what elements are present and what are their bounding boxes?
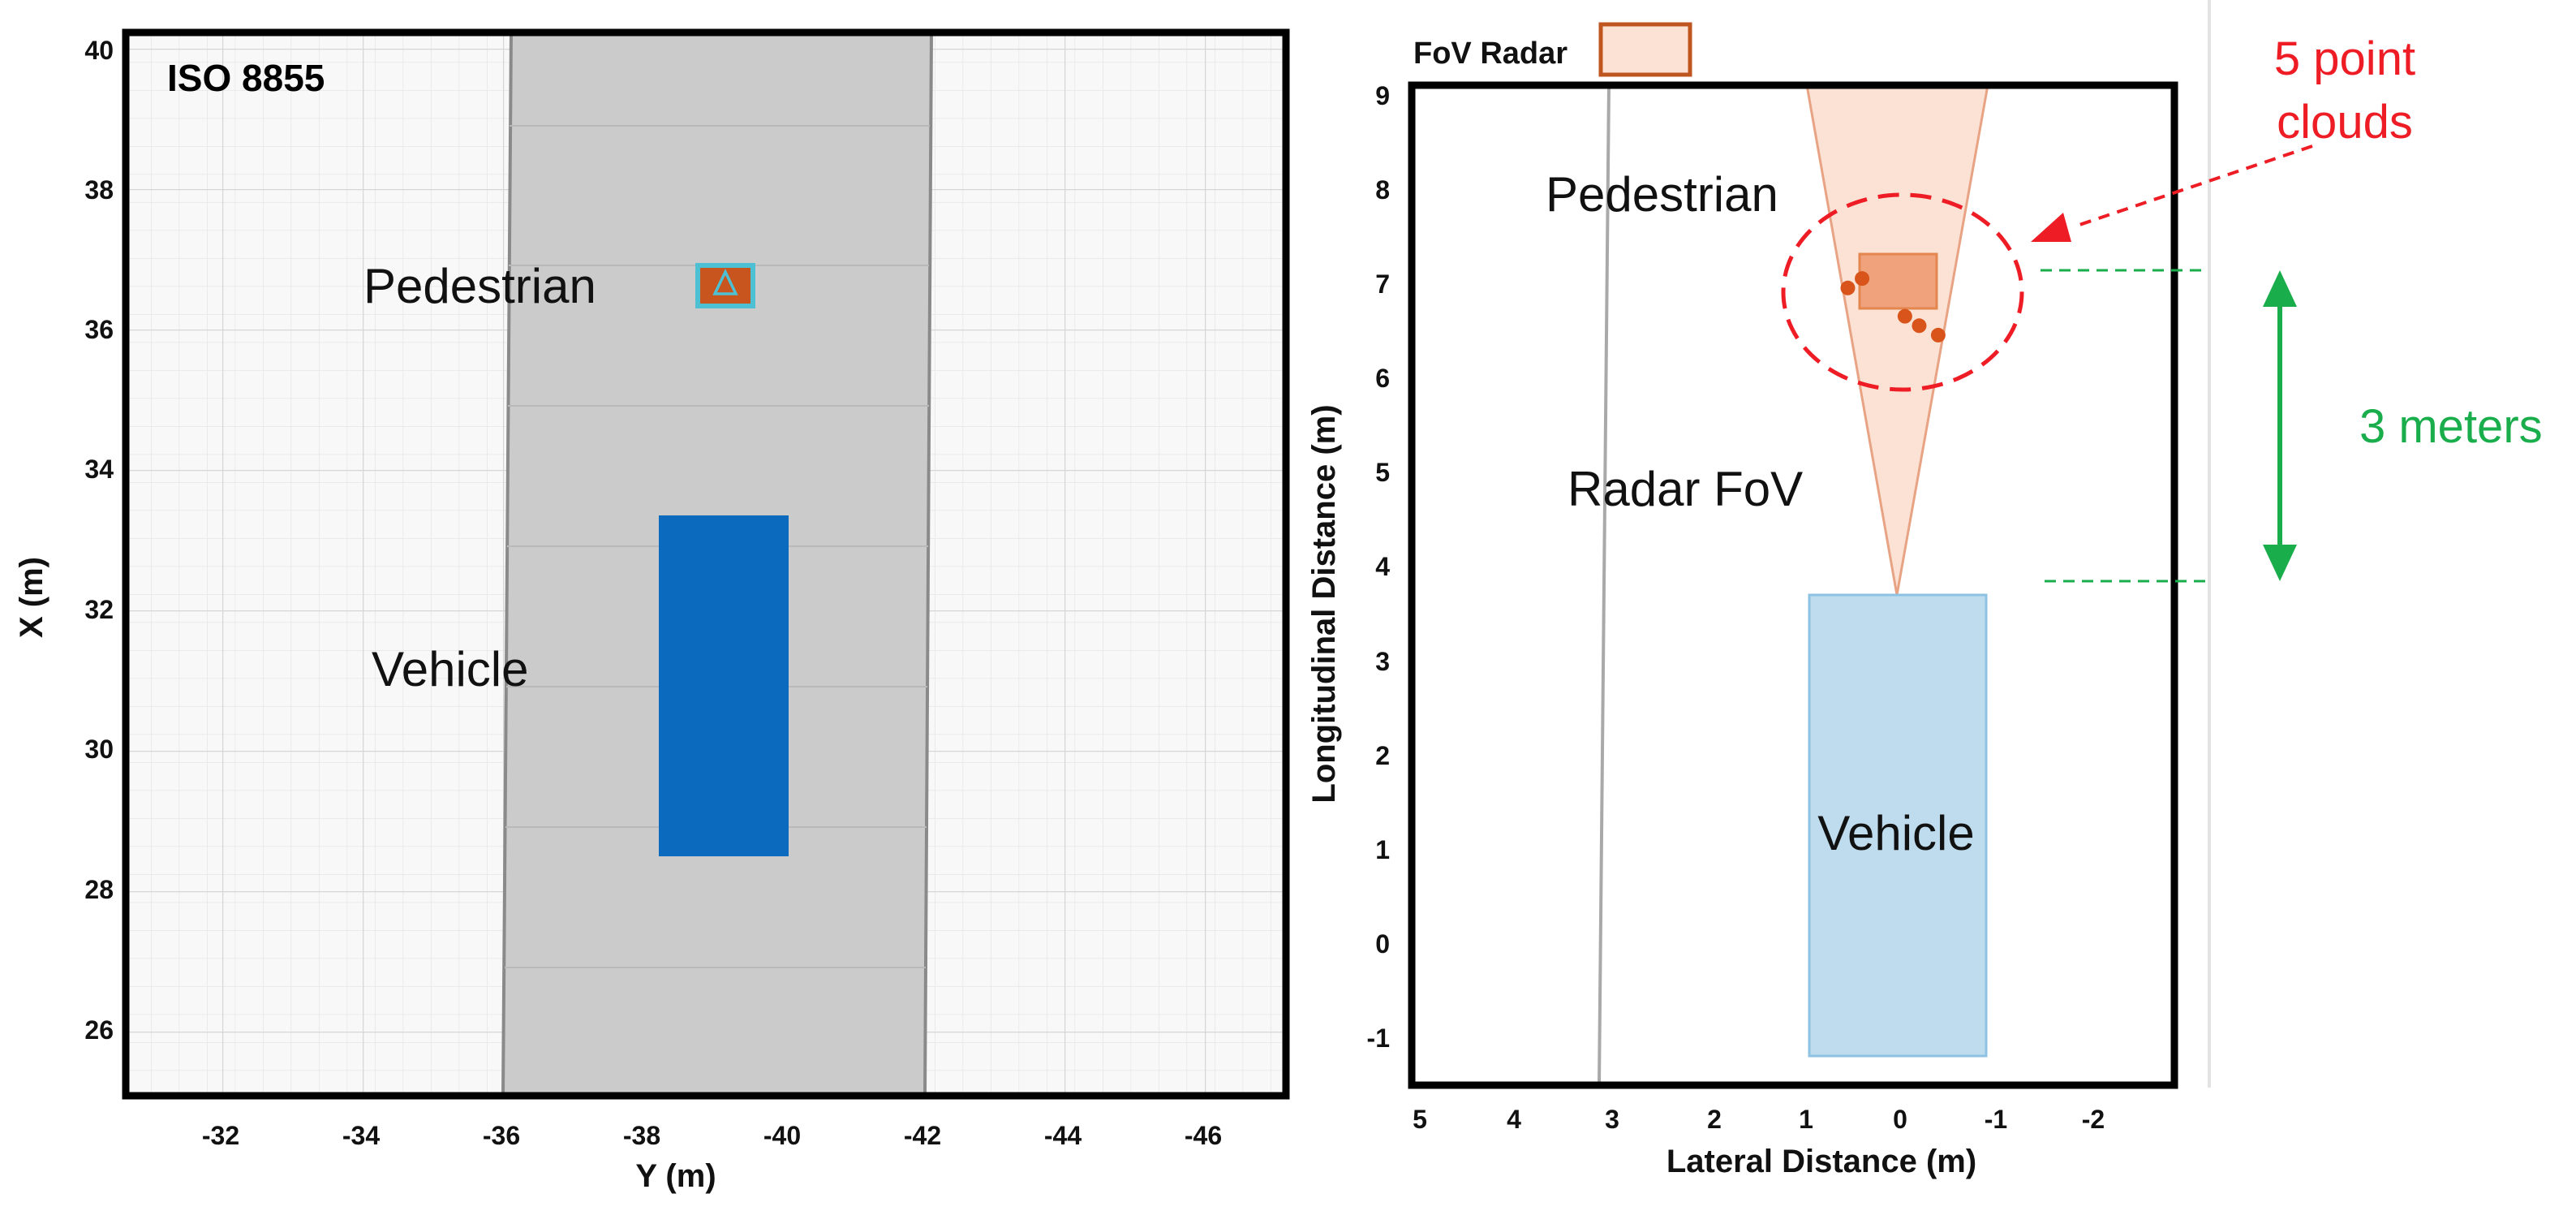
left-panel: ISO 8855 Pedestrian Vehicle -32 -34 -36 … — [14, 28, 1290, 1194]
right-y-tick: 0 — [1375, 929, 1390, 959]
right-y-tick: -1 — [1367, 1024, 1390, 1053]
left-vehicle-label: Vehicle — [372, 642, 528, 696]
left-x-tick: -36 — [483, 1121, 520, 1150]
vehicle-box — [659, 515, 789, 856]
annotation-arrowhead-icon — [2031, 213, 2071, 242]
right-y-tick: 2 — [1375, 741, 1390, 770]
right-y-tick: 9 — [1375, 81, 1390, 110]
left-y-tick: 26 — [84, 1015, 114, 1045]
point-cloud-point — [1912, 318, 1927, 334]
legend-label: FoV Radar — [1413, 37, 1568, 71]
left-x-tick: -38 — [623, 1121, 660, 1150]
right-y-tick: 4 — [1375, 552, 1390, 581]
right-x-tick: 5 — [1413, 1105, 1427, 1134]
lane-boundary — [1598, 84, 1611, 1086]
pedestrian-triangle-icon — [712, 268, 738, 295]
right-y-axis-title: Longitudinal Distance (m) — [1306, 404, 1342, 803]
left-y-tick: 34 — [84, 455, 114, 484]
right-pedestrian-label: Pedestrian — [1546, 167, 1778, 222]
legend-swatch — [1598, 22, 1692, 77]
left-y-ticks: 40 38 36 34 32 30 28 26 — [84, 36, 114, 1045]
right-vehicle-label: Vehicle — [1817, 806, 1974, 860]
pedestrian-box-right — [1858, 252, 1938, 310]
right-plot-background — [1412, 85, 2174, 1085]
right-y-ticks: 9 8 7 6 5 4 3 2 1 0 -1 — [1367, 81, 1391, 1053]
annotation-point-clouds-line1: 5 point — [2274, 32, 2415, 85]
point-cloud-point — [1930, 327, 1946, 343]
left-x-axis-title: Y (m) — [635, 1158, 716, 1194]
left-y-tick: 30 — [84, 735, 114, 764]
left-x-tick: -34 — [342, 1121, 380, 1150]
left-x-tick: -44 — [1044, 1121, 1082, 1150]
right-y-tick: 7 — [1375, 269, 1390, 299]
distance-arrow-up-icon — [2263, 270, 2297, 307]
right-panel: FoV Radar Pedestrian Radar FoV Vehicle 5… — [1306, 0, 2543, 1179]
left-y-tick: 28 — [84, 875, 114, 904]
vehicle-box-right — [1808, 593, 1988, 1058]
left-y-axis-title: X (m) — [14, 557, 49, 638]
right-x-tick: 0 — [1893, 1105, 1907, 1134]
right-y-tick: 6 — [1375, 364, 1390, 393]
right-y-tick: 5 — [1375, 458, 1390, 487]
left-title: ISO 8855 — [167, 57, 325, 99]
radar-fov-label: Radar FoV — [1568, 462, 1803, 516]
point-cloud-annotation-line — [2076, 144, 2313, 227]
point-cloud-point — [1897, 308, 1912, 324]
left-x-tick: -40 — [763, 1121, 801, 1150]
point-cloud-point — [1855, 271, 1870, 287]
left-x-tick: -32 — [202, 1121, 239, 1150]
right-plot-frame — [1408, 81, 2178, 1089]
annotation-distance: 3 meters — [2359, 400, 2543, 453]
pedestrian-box — [695, 263, 755, 308]
point-cloud-highlight-ellipse — [1781, 192, 2024, 392]
left-y-tick: 40 — [84, 36, 114, 65]
right-x-tick: -2 — [2082, 1105, 2105, 1134]
right-x-axis-title: Lateral Distance (m) — [1666, 1144, 1976, 1179]
right-x-tick: 4 — [1507, 1105, 1521, 1134]
right-y-tick: 1 — [1375, 835, 1390, 864]
right-x-tick: 3 — [1605, 1105, 1619, 1134]
left-x-ticks: -32 -34 -36 -38 -40 -42 -44 -46 — [202, 1121, 1222, 1150]
right-x-ticks: 5 4 3 2 1 0 -1 -2 — [1413, 1105, 2105, 1134]
left-x-tick: -42 — [904, 1121, 941, 1150]
right-x-tick: -1 — [1985, 1105, 2007, 1134]
left-pedestrian-label: Pedestrian — [363, 259, 596, 313]
point-cloud — [1840, 271, 1946, 343]
distance-arrow-down-icon — [2263, 545, 2297, 581]
right-x-tick: 2 — [1707, 1105, 1722, 1134]
left-plot-frame — [122, 28, 1290, 1100]
left-y-tick: 32 — [84, 595, 114, 624]
right-y-tick: 3 — [1375, 647, 1390, 676]
left-y-tick: 36 — [84, 315, 114, 344]
left-x-tick: -46 — [1185, 1121, 1222, 1150]
point-cloud-point — [1840, 280, 1856, 295]
annotation-point-clouds-line2: clouds — [2277, 96, 2413, 149]
left-y-tick: 38 — [84, 175, 114, 205]
right-x-tick: 1 — [1799, 1105, 1813, 1134]
right-y-tick: 8 — [1375, 175, 1390, 205]
